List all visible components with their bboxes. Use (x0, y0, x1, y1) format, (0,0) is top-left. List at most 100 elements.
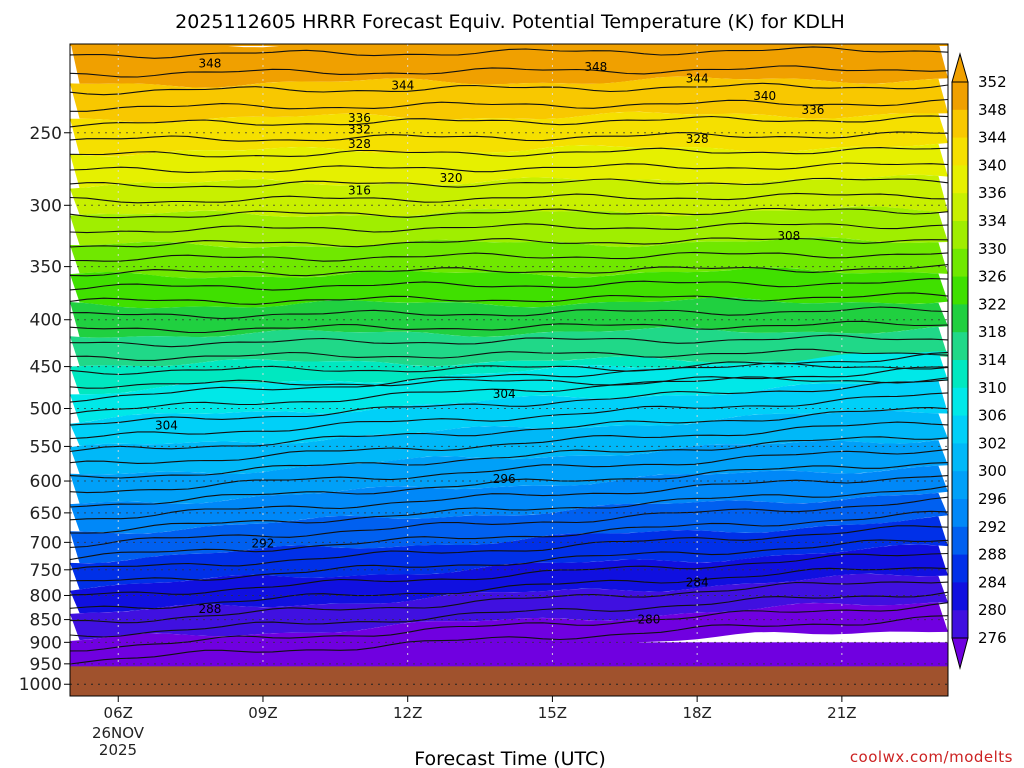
contour-label: 328 (686, 132, 709, 146)
colorbar-swatch (952, 276, 968, 305)
contour-band (70, 516, 948, 590)
colorbar-label: 300 (978, 462, 1007, 480)
contour-line (70, 192, 948, 204)
contour-line (70, 552, 948, 596)
y-tick-label: 450 (30, 358, 62, 378)
colorbar-swatch (952, 610, 968, 639)
colorbar-swatch (952, 332, 968, 361)
colorbar-label: 344 (978, 129, 1007, 147)
y-tick-label: 650 (30, 504, 62, 524)
contour-label: 308 (777, 229, 800, 243)
y-tick-label: 950 (30, 655, 62, 675)
contour-line (70, 334, 948, 348)
colorbar-swatch (952, 499, 968, 528)
contour-line (70, 237, 948, 248)
contour-label: 344 (686, 71, 709, 85)
colorbar-swatch (952, 443, 968, 472)
contour-band-top (70, 44, 948, 46)
contour-lines (70, 46, 948, 665)
y-axis: 2503003504004505005506006507007508008509… (19, 124, 70, 695)
contour-line (70, 366, 948, 415)
y-tick-label: 300 (30, 196, 62, 216)
contour-line (70, 131, 948, 142)
contour-band (70, 602, 948, 666)
contour-label: 292 (252, 536, 275, 550)
x-tick-label: 06Z (104, 704, 133, 722)
contour-label: 316 (348, 183, 371, 197)
contour-line (70, 581, 948, 624)
contour-band (70, 206, 948, 248)
credit-text: coolwx.com/modelts (850, 748, 1013, 766)
colorbar-label: 348 (978, 101, 1007, 119)
colorbar-swatch (952, 304, 968, 333)
contour-band (70, 44, 948, 88)
y-tick-label: 500 (30, 400, 62, 420)
contour-line (70, 602, 948, 652)
colorbar-label: 280 (978, 601, 1007, 619)
contour-label: 332 (348, 123, 371, 137)
x-tick-label: 21Z (827, 704, 856, 722)
contour-band (70, 143, 948, 189)
colorbar-swatch (952, 82, 968, 111)
y-tick-label: 400 (30, 311, 62, 331)
contour-label: 284 (686, 575, 709, 589)
colorbar-swatch (952, 248, 968, 278)
y-tick-label: 900 (30, 633, 62, 653)
contour-line (70, 591, 948, 638)
contour-label: 304 (155, 419, 178, 433)
contour-band (70, 410, 948, 475)
y-tick-label: 850 (30, 611, 62, 631)
plot-frame (69, 43, 949, 697)
contour-line (70, 306, 948, 320)
y-tick-label: 550 (30, 437, 62, 457)
y-tick-label: 1000 (19, 675, 62, 695)
contour-line (70, 292, 948, 305)
contour-label: 288 (198, 602, 221, 616)
contour-line (70, 251, 948, 262)
colorbar-label: 296 (978, 490, 1007, 508)
colorbar-swatch (952, 554, 968, 583)
chart-title: 2025112605 HRRR Forecast Equiv. Potentia… (175, 11, 845, 33)
colorbar-swatch (952, 360, 968, 389)
contour-line (70, 222, 948, 234)
contour-label: 340 (753, 89, 776, 103)
contour-line (70, 510, 948, 561)
contour-band (70, 76, 948, 124)
colorbar-label: 302 (978, 434, 1007, 452)
contour-line (70, 115, 948, 128)
x-tick-label: 09Z (248, 704, 277, 722)
contour-band (70, 326, 948, 367)
x-tick-label: 18Z (682, 704, 711, 722)
colorbar-label: 310 (978, 379, 1007, 397)
contour-line (70, 348, 948, 361)
colorbar-label: 340 (978, 156, 1007, 174)
x-axis-title: Forecast Time (UTC) (414, 748, 605, 768)
x-axis: 06Z 09Z 12Z 15Z 18Z 21Z (104, 696, 857, 722)
colorbar-label: 276 (978, 629, 1007, 647)
contour-line (70, 98, 948, 112)
contour-line (70, 475, 948, 521)
contour-band (70, 174, 948, 217)
contour-line (70, 177, 948, 189)
colorbar-swatch (952, 165, 968, 194)
contour-line (70, 567, 948, 610)
contour-line (70, 82, 948, 96)
contour-line (70, 351, 948, 403)
contour-line (70, 147, 948, 158)
contour-band (70, 111, 948, 157)
colorbar-swatch (952, 471, 968, 500)
colorbar-label: 284 (978, 573, 1007, 591)
contour-line (70, 320, 948, 334)
contour-line (70, 407, 948, 453)
contour-line (70, 448, 948, 494)
contour-line (70, 539, 948, 582)
ground-surface (70, 666, 948, 696)
contour-line (70, 65, 948, 78)
contour-line (70, 496, 948, 548)
contour-line (70, 162, 948, 173)
contour-line (70, 379, 948, 426)
contour-line (70, 485, 948, 534)
contour-line (70, 376, 948, 389)
contour-label: 328 (348, 137, 371, 151)
